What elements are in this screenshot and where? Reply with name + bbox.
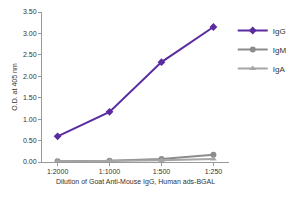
svg-text:1:500: 1:500	[153, 168, 171, 175]
svg-text:IgA: IgA	[273, 65, 286, 74]
svg-text:O.D. at 405 nm: O.D. at 405 nm	[11, 63, 18, 111]
svg-text:0.50: 0.50	[23, 137, 37, 144]
svg-text:2.00: 2.00	[23, 73, 37, 80]
svg-text:1:2000: 1:2000	[47, 168, 69, 175]
svg-text:IgM: IgM	[273, 46, 287, 55]
svg-text:3.00: 3.00	[23, 30, 37, 37]
svg-text:0.00: 0.00	[23, 158, 37, 165]
svg-text:1:250: 1:250	[205, 168, 223, 175]
svg-text:IgG: IgG	[273, 27, 286, 36]
svg-text:Dilution of Goat Anti-Mouse Ig: Dilution of Goat Anti-Mouse IgG, Human a…	[56, 178, 215, 186]
svg-text:1:1000: 1:1000	[99, 168, 121, 175]
svg-text:2.50: 2.50	[23, 51, 37, 58]
svg-text:1.00: 1.00	[23, 116, 37, 123]
svg-text:3.50: 3.50	[23, 8, 37, 15]
svg-text:1.50: 1.50	[23, 94, 37, 101]
